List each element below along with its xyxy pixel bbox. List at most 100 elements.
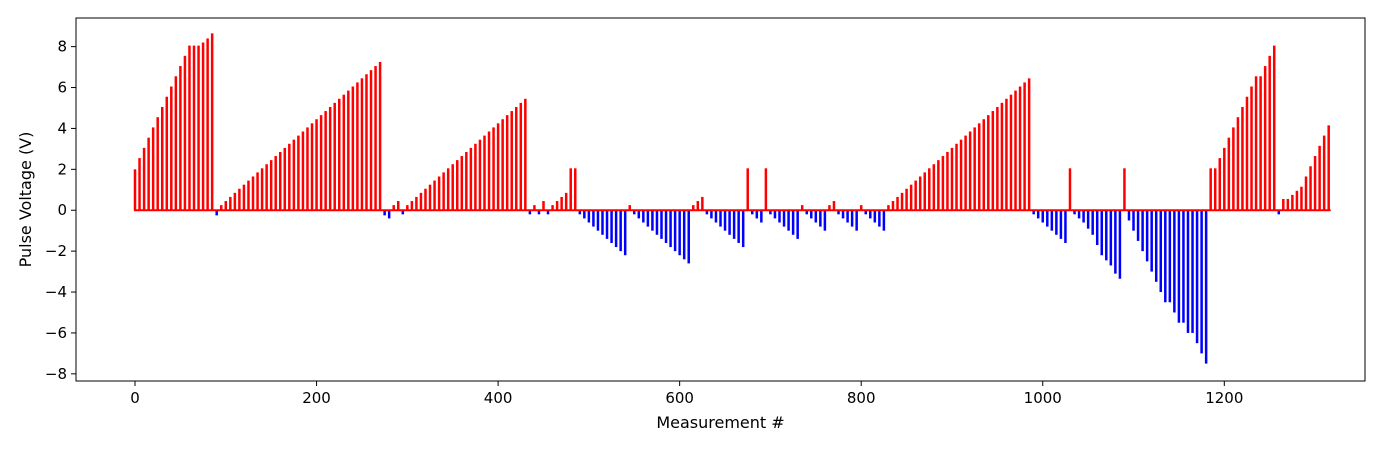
bar bbox=[1105, 210, 1108, 261]
bar bbox=[1277, 210, 1281, 215]
bar bbox=[1223, 147, 1226, 211]
bar bbox=[560, 196, 563, 211]
bar bbox=[1200, 210, 1203, 354]
bar bbox=[782, 210, 786, 227]
bar bbox=[764, 168, 768, 211]
bar bbox=[1218, 158, 1222, 211]
bar bbox=[1073, 210, 1076, 215]
bar bbox=[791, 210, 795, 235]
bar bbox=[1282, 198, 1285, 211]
bar bbox=[1027, 78, 1031, 211]
bar bbox=[574, 168, 577, 211]
bar bbox=[810, 210, 813, 219]
bar bbox=[324, 111, 327, 211]
bar bbox=[592, 210, 595, 227]
bar bbox=[646, 210, 650, 227]
bar bbox=[787, 210, 790, 231]
bar bbox=[859, 205, 863, 211]
bar bbox=[973, 127, 976, 211]
bar bbox=[1204, 210, 1208, 364]
bar bbox=[387, 210, 391, 219]
bar bbox=[651, 210, 654, 231]
bar bbox=[179, 66, 182, 211]
bar bbox=[928, 168, 931, 211]
y-tick-label: −2 bbox=[45, 242, 67, 260]
bar bbox=[460, 156, 464, 211]
bar bbox=[406, 205, 409, 211]
bar bbox=[1300, 186, 1303, 211]
bar bbox=[819, 210, 822, 227]
bar bbox=[882, 210, 886, 231]
bar bbox=[596, 210, 600, 231]
bar bbox=[1250, 86, 1253, 211]
bar bbox=[673, 210, 677, 252]
y-tick-label: 2 bbox=[57, 160, 67, 178]
bar bbox=[887, 205, 890, 211]
bar bbox=[959, 139, 963, 211]
bar bbox=[256, 172, 259, 211]
bar bbox=[206, 38, 209, 211]
bar bbox=[315, 119, 318, 211]
bar bbox=[487, 131, 491, 211]
bar bbox=[1109, 210, 1113, 266]
bar bbox=[1295, 190, 1299, 211]
bar bbox=[918, 176, 922, 211]
bar bbox=[1263, 66, 1267, 211]
x-tick-label: 0 bbox=[130, 389, 140, 407]
bar bbox=[769, 210, 772, 215]
x-tick-label: 1200 bbox=[1205, 389, 1243, 407]
bar bbox=[850, 210, 854, 227]
bar bbox=[465, 151, 468, 211]
bar bbox=[710, 210, 713, 219]
bar bbox=[174, 76, 178, 211]
bar bbox=[360, 78, 364, 211]
bar bbox=[170, 86, 173, 211]
bar bbox=[446, 168, 450, 211]
bar bbox=[229, 196, 232, 211]
bar bbox=[569, 168, 572, 211]
bar bbox=[247, 180, 250, 211]
bar bbox=[719, 210, 722, 227]
plot-area bbox=[75, 17, 1366, 382]
bar bbox=[660, 210, 663, 239]
bar bbox=[796, 210, 799, 239]
bar bbox=[1005, 98, 1008, 211]
bar bbox=[773, 210, 777, 219]
bar bbox=[832, 201, 836, 211]
bar bbox=[633, 210, 636, 215]
bar bbox=[233, 192, 237, 211]
bar bbox=[251, 176, 255, 211]
bar bbox=[1145, 210, 1149, 262]
bar bbox=[278, 151, 282, 211]
bar bbox=[1236, 117, 1240, 211]
bar bbox=[1000, 102, 1004, 211]
bar bbox=[201, 42, 205, 211]
bar bbox=[841, 210, 845, 219]
bar bbox=[1168, 210, 1172, 303]
bar bbox=[483, 135, 486, 211]
bar bbox=[846, 210, 849, 223]
bar bbox=[537, 210, 541, 215]
bar bbox=[1232, 127, 1235, 211]
bar bbox=[392, 205, 395, 211]
bar bbox=[1191, 210, 1194, 333]
plot-frame bbox=[75, 17, 1366, 382]
bar bbox=[950, 147, 954, 211]
bar bbox=[941, 156, 945, 211]
bar bbox=[937, 160, 940, 211]
bar bbox=[1082, 210, 1085, 223]
bar bbox=[873, 210, 877, 223]
bar bbox=[723, 210, 727, 231]
bar bbox=[869, 210, 872, 219]
bar bbox=[1327, 125, 1330, 211]
bar bbox=[1286, 198, 1290, 211]
bar bbox=[478, 139, 482, 211]
bar bbox=[705, 210, 709, 215]
bar bbox=[914, 180, 917, 211]
bar bbox=[932, 164, 936, 211]
bar bbox=[564, 192, 568, 211]
bar bbox=[1059, 210, 1063, 239]
x-tick-label: 600 bbox=[665, 389, 694, 407]
bar bbox=[1095, 210, 1099, 246]
bar bbox=[1086, 210, 1090, 229]
